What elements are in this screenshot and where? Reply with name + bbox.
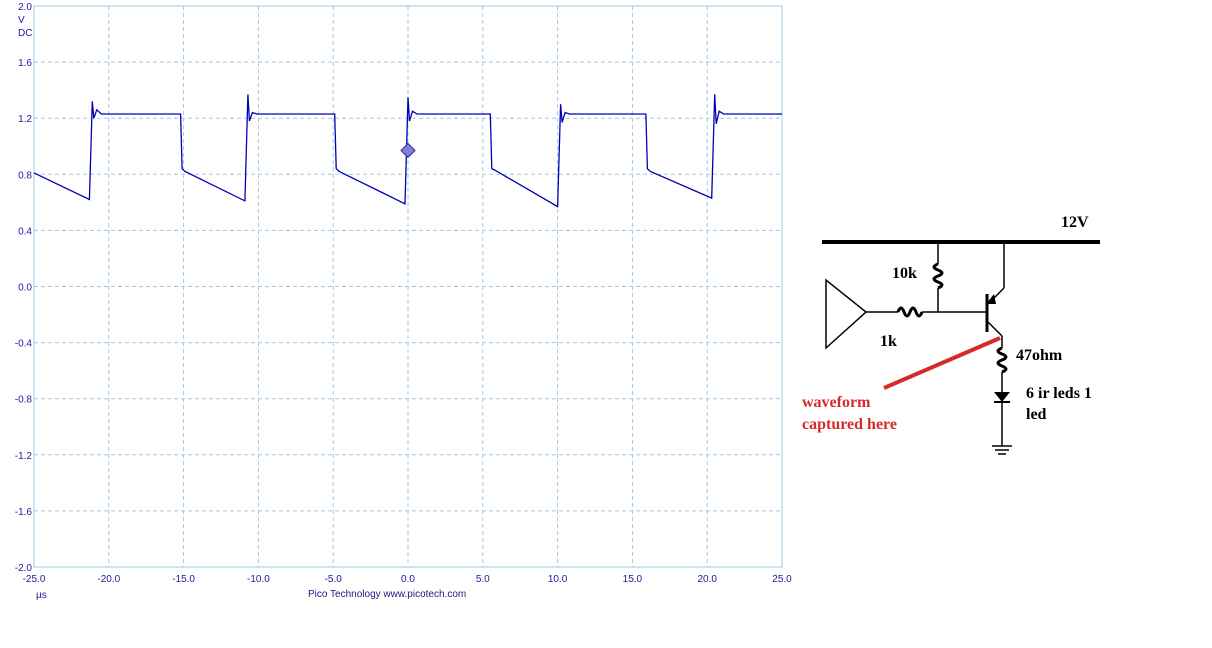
x-tick-label: 15.0 — [623, 574, 643, 585]
y-axis-ticks: 2.0 1.6 1.2 0.8 0.4 0.0 -0.4 -0.8 -1.2 -1.6 -2.0 — [15, 2, 33, 574]
y-tick-label: 0.4 — [18, 226, 32, 237]
waveform-trace — [33, 94, 782, 208]
y-tick-label: 0.8 — [18, 170, 32, 181]
y-tick-label: -0.4 — [15, 339, 33, 350]
resistor-47ohm — [996, 346, 1008, 374]
x-axis-label: µs — [36, 590, 47, 601]
y-tick-label: -1.6 — [15, 507, 33, 518]
trigger-marker[interactable] — [400, 142, 416, 159]
y-tick-label: -2.0 — [15, 563, 33, 574]
x-tick-label: -15.0 — [172, 574, 195, 585]
resistor-1k-label: 1k — [880, 333, 897, 350]
y-tick-label: 2.0 — [18, 2, 32, 13]
led-label-line1: 6 ir leds 1 — [1026, 385, 1092, 402]
y-coupling-label: DC — [18, 28, 32, 39]
led-symbol — [994, 392, 1010, 402]
led-label-line2: led — [1026, 406, 1047, 423]
annotation-pointer — [883, 336, 1001, 390]
chart-footer: Pico Technology www.picotech.com — [308, 589, 466, 600]
resistor-10k-label: 10k — [892, 265, 917, 282]
x-tick-label: -25.0 — [23, 574, 46, 585]
annotation-line1: waveform — [802, 394, 871, 411]
chart-grid — [33, 5, 783, 568]
annotation-line2: captured here — [802, 416, 897, 433]
x-tick-label: -10.0 — [247, 574, 270, 585]
transistor-emitter — [987, 321, 1003, 337]
y-unit-label: V — [18, 15, 25, 26]
y-tick-label: 1.2 — [18, 114, 32, 125]
buffer-symbol — [825, 278, 868, 350]
y-tick-label: 0.0 — [18, 283, 32, 294]
x-tick-label: 0.0 — [401, 574, 415, 585]
x-tick-label: 20.0 — [697, 574, 717, 585]
x-tick-label: 5.0 — [476, 574, 490, 585]
oscilloscope-chart: 2.0 1.6 1.2 0.8 0.4 0.0 -0.4 -0.8 -1.2 -1.6 -2.0 -… — [15, 2, 793, 601]
resistor-47ohm-label: 47ohm — [1016, 347, 1063, 364]
circuit-diagram: 12V 1k 10k 47ohm 6 ir leds 1 led wavefor… — [802, 214, 1100, 455]
x-tick-label: 10.0 — [548, 574, 568, 585]
x-tick-label: -5.0 — [325, 574, 343, 585]
x-tick-label: -20.0 — [97, 574, 120, 585]
transistor-arrow — [986, 294, 996, 304]
x-tick-label: 25.0 — [772, 574, 792, 585]
y-tick-label: -1.2 — [15, 451, 33, 462]
x-axis-ticks: -25.0 -20.0 -15.0 -10.0 -5.0 0.0 5.0 10.0 15.0 20… — [23, 574, 793, 585]
resistor-1k — [896, 306, 924, 318]
supply-label: 12V — [1061, 214, 1089, 231]
y-tick-label: -0.8 — [15, 395, 33, 406]
y-tick-label: 1.6 — [18, 58, 32, 69]
resistor-10k — [932, 262, 944, 290]
